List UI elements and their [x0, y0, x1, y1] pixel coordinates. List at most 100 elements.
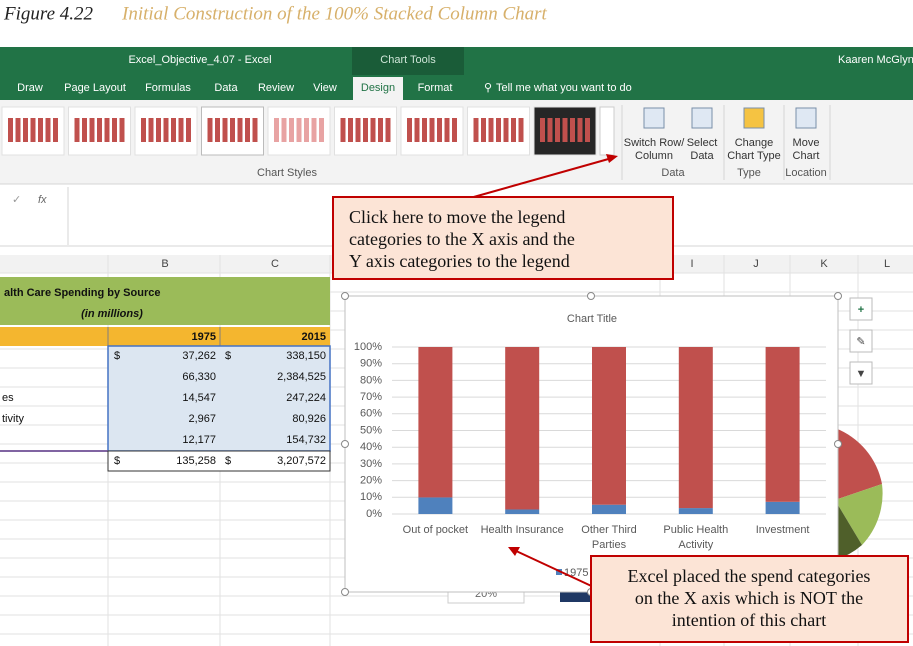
thumb-bar	[570, 118, 575, 142]
arrow-head	[508, 547, 520, 556]
tell-me[interactable]: Tell me what you want to do	[496, 82, 632, 94]
pie-slice	[835, 428, 882, 500]
thumb-bar	[304, 118, 309, 142]
thumb-bar	[148, 118, 154, 142]
ribbon-tab[interactable]: Data	[214, 82, 238, 94]
ribbon-tab[interactable]: Page Layout	[64, 82, 126, 94]
cell-text: 338,150	[286, 350, 326, 362]
chart-side-icon[interactable]: ▼	[856, 368, 867, 380]
button-label[interactable]: Change	[735, 137, 774, 149]
figure-title: Initial Construction of the 100% Stacked…	[121, 3, 548, 24]
cell-text: 37,262	[182, 350, 216, 362]
thumb-bar	[230, 118, 235, 142]
thumb-bar	[82, 118, 87, 142]
thumb-bar	[289, 118, 294, 142]
thumb-bar	[186, 118, 191, 142]
sheet-title: alth Care Spending by Source	[4, 287, 160, 299]
thumb-bar	[488, 118, 494, 142]
y-tick-label: 100%	[354, 341, 382, 353]
button-icon[interactable]	[643, 107, 665, 129]
cell-text: $	[225, 455, 231, 467]
thumb-bar	[378, 118, 383, 142]
thumb-bar	[540, 118, 545, 142]
resize-handle[interactable]	[341, 440, 349, 448]
y-tick-label: 10%	[360, 491, 382, 503]
pie-slice	[835, 500, 862, 560]
thumb-bar	[38, 118, 43, 142]
chart-side-button[interactable]	[849, 297, 873, 321]
cell-text: 3,207,572	[277, 455, 326, 467]
y-tick-label: 70%	[360, 391, 382, 403]
user-name: Kaaren McGlyn	[838, 54, 913, 66]
button-label[interactable]: Select	[687, 137, 718, 149]
title-cell	[0, 277, 330, 325]
cell-text: 247,224	[286, 392, 326, 404]
thumb-bar	[437, 118, 442, 142]
sheet-subtitle: (in millions)	[81, 308, 143, 320]
thumb-bar	[319, 118, 324, 142]
bar-segment	[678, 347, 713, 509]
chart-side-icon[interactable]: ✎	[856, 336, 865, 348]
thumb-bar	[281, 118, 287, 142]
ribbon-tab[interactable]: Review	[258, 82, 294, 94]
resize-handle[interactable]	[341, 292, 349, 300]
resize-handle[interactable]	[341, 588, 349, 596]
thumb-bar	[452, 118, 457, 142]
cell-text: 154,732	[286, 434, 326, 446]
thumb-bar	[429, 118, 435, 142]
button-label[interactable]: Move	[793, 137, 820, 149]
y-tick-label: 30%	[360, 458, 382, 470]
chart-side-icon[interactable]: +	[858, 304, 864, 316]
chart-styles-gallery[interactable]	[1, 106, 615, 156]
resize-handle[interactable]	[587, 292, 595, 300]
button-label[interactable]: Chart	[793, 150, 820, 162]
thumb-bar	[245, 118, 250, 142]
tell-me-icon[interactable]: ⚲	[484, 82, 492, 94]
thumb-bar	[370, 118, 376, 142]
chart-side-button[interactable]	[849, 361, 873, 385]
button-icon[interactable]	[743, 107, 765, 129]
ribbon-tab[interactable]: Draw	[17, 82, 43, 94]
gallery-scroll[interactable]	[599, 106, 615, 156]
thumb-bar	[89, 118, 95, 142]
cell-text: $	[114, 455, 120, 467]
enter-icon[interactable]: ✓	[12, 194, 21, 206]
ribbon-tab[interactable]: View	[313, 82, 337, 94]
resize-handle[interactable]	[834, 292, 842, 300]
ribbon-tab[interactable]: Design	[361, 82, 395, 94]
cell-text: 14,547	[182, 392, 216, 404]
button-label[interactable]: Column	[635, 150, 673, 162]
ribbon-tab[interactable]: Format	[418, 82, 453, 94]
x-tick-label: Out of pocket	[403, 524, 468, 536]
thumb-bar	[311, 118, 317, 142]
cell-text: $	[225, 350, 231, 362]
button-icon[interactable]	[795, 107, 817, 129]
thumb-bar	[503, 118, 509, 142]
thumb-bar	[407, 118, 412, 142]
chart-side-button[interactable]	[849, 329, 873, 353]
thumb-bar	[30, 118, 36, 142]
y-tick-label: 0%	[366, 508, 382, 520]
fx-button[interactable]: fx	[38, 194, 47, 206]
thumb-bar	[178, 118, 184, 142]
group-label: Data	[661, 167, 685, 179]
thumb-bar	[45, 118, 51, 142]
x-tick-label: Other Third	[581, 524, 636, 536]
button-icon[interactable]	[691, 107, 713, 129]
button-label[interactable]: Switch Row/	[624, 137, 685, 149]
button-label[interactable]: Chart Type	[727, 150, 781, 162]
button-label[interactable]: Data	[690, 150, 714, 162]
column-header: I	[690, 258, 693, 270]
ribbon-tab[interactable]: Formulas	[145, 82, 191, 94]
thumb-bar	[555, 118, 560, 142]
y-tick-label: 60%	[360, 408, 382, 420]
context-label: Chart Tools	[380, 54, 436, 66]
resize-handle[interactable]	[834, 440, 842, 448]
figure-number: Figure 4.22	[3, 3, 94, 24]
thumb-bar	[562, 118, 568, 142]
bar-segment	[765, 501, 800, 514]
thumb-bar	[74, 118, 80, 142]
x-tick-label: Investment	[756, 524, 810, 536]
column-header: L	[884, 258, 890, 270]
